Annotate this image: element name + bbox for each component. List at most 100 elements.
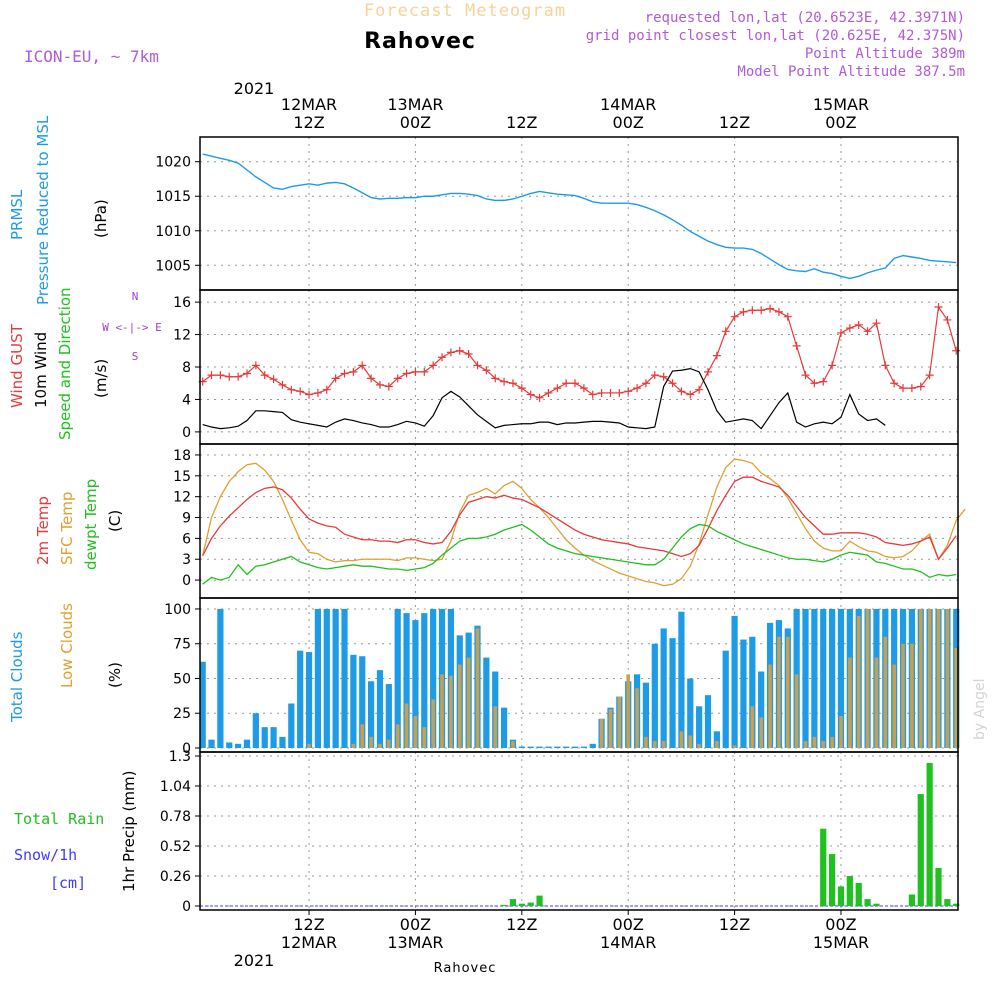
y-tick-label: 1.04 <box>160 779 191 795</box>
total-cloud-bar <box>713 731 720 748</box>
top-date-label: 14MAR <box>600 95 656 114</box>
gust-marker <box>712 351 721 360</box>
y-tick-label: 25 <box>173 706 191 722</box>
gust-marker <box>695 385 704 394</box>
total-cloud-bar <box>430 608 437 748</box>
low-cloud-bar <box>653 741 657 748</box>
rain-bar <box>917 794 924 906</box>
panels: 1005 1010 1015 1020 0 4 8 12 16 0 3 6 9 12 15 18 0 25 50 75… <box>155 136 966 915</box>
low-cloud-bar <box>511 741 515 748</box>
total-cloud-bar <box>412 620 419 748</box>
footer-location: Rahovec <box>434 961 497 976</box>
precip-unit-label: 1hr Precip (mm) <box>120 771 138 892</box>
rain-bar <box>953 903 960 906</box>
rain-bar <box>536 895 543 906</box>
total-cloud-bar <box>341 608 348 748</box>
top-hour-label: 00Z <box>400 113 431 132</box>
gust-marker <box>703 367 712 376</box>
total-cloud-bar <box>571 746 579 748</box>
y-tick-label: 1010 <box>155 224 191 240</box>
low-cloud-bar <box>786 636 790 748</box>
gust-marker <box>588 390 597 399</box>
total-cloud-bar <box>554 746 561 748</box>
gust-marker <box>943 315 952 324</box>
gust-marker <box>624 387 633 396</box>
bottom-date-label: 13MAR <box>387 933 443 952</box>
total-cloud-bar <box>687 678 694 748</box>
y-tick-label: 50 <box>173 671 191 687</box>
gust-marker <box>287 385 296 394</box>
y-tick-label: 18 <box>173 448 191 464</box>
gust-marker <box>925 371 934 380</box>
total-cloud-bar <box>323 608 330 748</box>
bottom-hour-label: 00Z <box>825 915 856 934</box>
low-cloud-bar <box>378 743 382 748</box>
total-cloud-bar <box>235 743 242 748</box>
gust-marker <box>562 379 571 388</box>
gust-marker <box>757 306 766 315</box>
gust-marker <box>686 390 695 399</box>
rain-bar <box>944 899 951 906</box>
total-cloud-bar <box>199 661 206 748</box>
total-cloud-bar <box>208 739 215 748</box>
low-cloud-bar <box>431 699 435 748</box>
gust-marker <box>899 384 908 393</box>
dewpt-line <box>202 523 957 585</box>
chart-location: Rahovec <box>364 29 476 54</box>
gust-marker <box>641 379 650 388</box>
gust-marker <box>500 377 509 386</box>
rain-bar <box>518 903 525 906</box>
total-cloud-bar <box>518 746 525 748</box>
gust-marker <box>313 388 322 397</box>
gust-marker <box>890 379 899 388</box>
gust-marker <box>296 387 305 396</box>
y-tick-label: 1020 <box>155 155 191 171</box>
requested-coords: requested lon,lat (20.6523E, 42.3971N) <box>645 10 965 26</box>
total-cloud-bar <box>704 695 712 748</box>
gust-marker <box>650 371 659 380</box>
wind-line <box>202 368 886 430</box>
top-hour-label: 00Z <box>825 113 856 132</box>
low-cloud-bar <box>856 615 861 748</box>
low-cloud-bar <box>732 745 737 748</box>
watermark: by Angel <box>972 679 988 740</box>
total-cloud-bar <box>226 742 233 748</box>
chart-subtitle: Forecast Meteogram <box>364 1 566 21</box>
total-cloud-bar <box>359 656 366 748</box>
top-year-label: 2021 <box>234 79 275 98</box>
low-cloud-bar <box>493 706 497 748</box>
gust-marker <box>438 353 447 362</box>
rain-bar <box>837 886 845 906</box>
pressure-msl-label: Pressure Reduced to MSL <box>34 115 52 305</box>
low-cloud-bar <box>599 718 604 748</box>
low-cloud-bar <box>954 647 958 748</box>
rain-bar <box>908 894 916 906</box>
low-cloud-bar <box>449 675 453 748</box>
gust-marker <box>845 324 854 333</box>
top-hour-label: 12Z <box>293 113 324 132</box>
y-tick-label: 9 <box>182 511 191 527</box>
low-cloud-bar <box>821 741 826 748</box>
point-altitude: Point Altitude 389m <box>805 46 965 62</box>
gust-marker <box>411 367 420 376</box>
gust-marker <box>801 371 810 380</box>
gust-marker <box>553 384 562 393</box>
bottom-date-label: 12MAR <box>281 933 337 952</box>
total-cloud-bar <box>252 713 259 748</box>
low-cloud-bar <box>466 657 471 748</box>
total-cloud-bar <box>740 639 747 748</box>
gust-marker <box>375 380 384 389</box>
gust-marker <box>872 319 881 328</box>
low-cloud-bar <box>413 716 418 748</box>
low-cloud-bar <box>661 741 666 748</box>
gust-marker <box>863 327 872 336</box>
y-tick-label: 6 <box>182 531 191 547</box>
gust-marker <box>677 387 686 396</box>
low-cloud-bar <box>918 608 923 748</box>
y-tick-label: 0 <box>182 425 191 441</box>
low-cloud-bar <box>422 727 427 748</box>
gust-marker <box>721 327 730 336</box>
total-cloud-bar <box>811 608 818 748</box>
